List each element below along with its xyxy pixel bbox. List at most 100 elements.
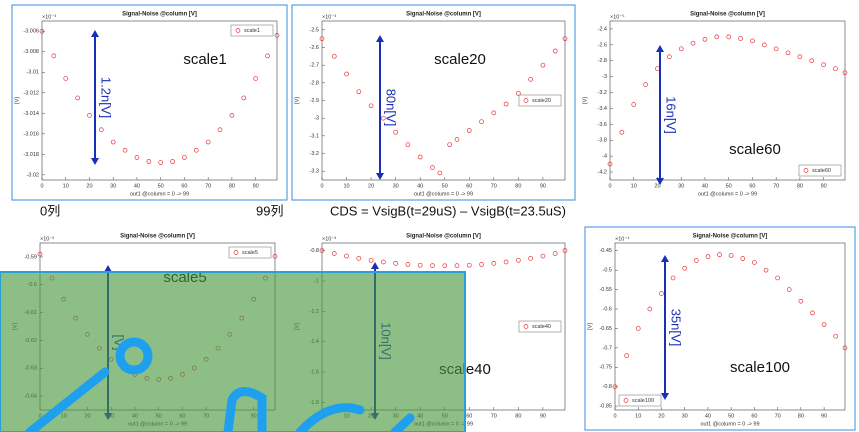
- point: [467, 129, 471, 133]
- span-label: 35n[V]: [669, 309, 684, 347]
- x-tick-label: 10: [343, 183, 349, 189]
- point: [182, 155, 186, 159]
- y-tick-label: -2.4: [598, 26, 607, 32]
- legend-label: scale60: [812, 168, 831, 174]
- y-tick-label: -0.7: [603, 345, 612, 351]
- y-tick-label: -3.2: [310, 151, 319, 157]
- legend-label: scale40: [532, 324, 551, 330]
- y-tick-label: -3.1: [310, 133, 319, 139]
- point: [230, 113, 234, 117]
- y-tick-label: -3.6: [598, 122, 607, 128]
- scale-label: scale60: [729, 141, 781, 158]
- arrow-head: [91, 158, 99, 165]
- x-tick-label: 80: [798, 413, 804, 419]
- point: [727, 35, 731, 39]
- y-tick-label: -3.8: [598, 138, 607, 144]
- point: [553, 251, 557, 255]
- point: [406, 262, 410, 266]
- x-tick-label: 80: [797, 183, 803, 189]
- point: [332, 251, 336, 255]
- point: [345, 254, 349, 258]
- exponent: ×10⁻³: [322, 14, 336, 20]
- point: [455, 264, 459, 268]
- y-tick-label: -2.5: [310, 27, 319, 33]
- point: [76, 96, 80, 100]
- x-tick-label: 70: [775, 413, 781, 419]
- span-label: 16n[V]: [664, 96, 679, 134]
- arrow-head: [376, 35, 384, 42]
- y-tick-label: -0.8: [310, 248, 319, 254]
- x-tick-label: 80: [515, 413, 521, 419]
- scale-label: scale1: [183, 51, 226, 68]
- y-tick-label: -3.4: [598, 106, 607, 112]
- scale-label: scale100: [730, 359, 790, 376]
- point: [147, 160, 151, 164]
- x-axis-label: out1 @column = 0 -> 99: [698, 191, 757, 197]
- point: [667, 55, 671, 59]
- x-tick-label: 90: [540, 413, 546, 419]
- y-axis-label: [V]: [14, 97, 20, 104]
- x-tick-label: 30: [682, 413, 688, 419]
- x-tick-label: 90: [253, 183, 259, 189]
- y-tick-label: -3.008: [23, 49, 39, 55]
- point: [357, 256, 361, 260]
- y-tick-label: -3.01: [26, 70, 39, 76]
- x-tick-label: 30: [678, 183, 684, 189]
- legend-label: scale1: [244, 28, 260, 34]
- y-tick-label: -2.8: [310, 80, 319, 86]
- x-tick-label: 70: [491, 183, 497, 189]
- y-tick-label: -0.75: [599, 365, 612, 371]
- point: [480, 262, 484, 266]
- x-tick-label: 50: [442, 183, 448, 189]
- chart-title: Signal-Noise @column [V]: [690, 12, 765, 18]
- point: [467, 263, 471, 267]
- y-axis-label: [V]: [294, 97, 300, 104]
- arrow-head: [656, 45, 664, 52]
- slide: Signal-Noise @column [V] ×10⁻³ out1 @colum…: [0, 0, 859, 432]
- point: [762, 43, 766, 47]
- x-tick-label: 40: [134, 183, 140, 189]
- x-tick-label: 0: [608, 183, 611, 189]
- y-tick-label: -0.55: [599, 287, 612, 293]
- point: [87, 113, 91, 117]
- chart-title: Signal-Noise @column [V]: [122, 12, 197, 18]
- point: [810, 311, 814, 315]
- point: [774, 47, 778, 51]
- point: [798, 55, 802, 59]
- point: [703, 37, 707, 41]
- x-tick-label: 70: [205, 183, 211, 189]
- x-axis-label: out1 @column = 0 -> 99: [700, 421, 759, 427]
- x-tick-label: 80: [229, 183, 235, 189]
- y-tick-label: -0.5: [603, 268, 612, 274]
- point: [52, 54, 56, 58]
- plot-area: [610, 21, 845, 180]
- point: [135, 155, 139, 159]
- exponent: ×10⁻⁴: [615, 235, 630, 242]
- x-tick-label: 0: [320, 183, 323, 189]
- point: [655, 67, 659, 71]
- point: [648, 307, 652, 311]
- y-tick-label: -2.6: [598, 42, 607, 48]
- point: [715, 35, 719, 39]
- point: [194, 148, 198, 152]
- x-tick-label: 30: [393, 183, 399, 189]
- y-axis-label: [V]: [582, 97, 588, 104]
- x-tick-label: 40: [417, 183, 423, 189]
- point: [786, 51, 790, 55]
- point: [671, 276, 675, 280]
- exponent: ×10⁻³: [40, 236, 54, 242]
- x-tick-label: 20: [86, 183, 92, 189]
- page: {"chart_data": [ {"type": "scatter", "ti…: [0, 0, 859, 432]
- chart-title: Signal-Noise @column [V]: [120, 234, 195, 240]
- point: [381, 260, 385, 264]
- y-axis-label: [V]: [587, 323, 593, 330]
- point: [529, 77, 533, 81]
- y-tick-label: -0.45: [599, 248, 612, 254]
- point: [504, 102, 508, 106]
- y-tick-label: -0.59: [24, 254, 37, 260]
- chart: Signal-Noise @column [V]×10⁻³out1 @colum…: [14, 12, 279, 198]
- point: [741, 257, 745, 261]
- x-tick-label: 60: [181, 183, 187, 189]
- arrow-head: [661, 255, 669, 262]
- point: [492, 111, 496, 115]
